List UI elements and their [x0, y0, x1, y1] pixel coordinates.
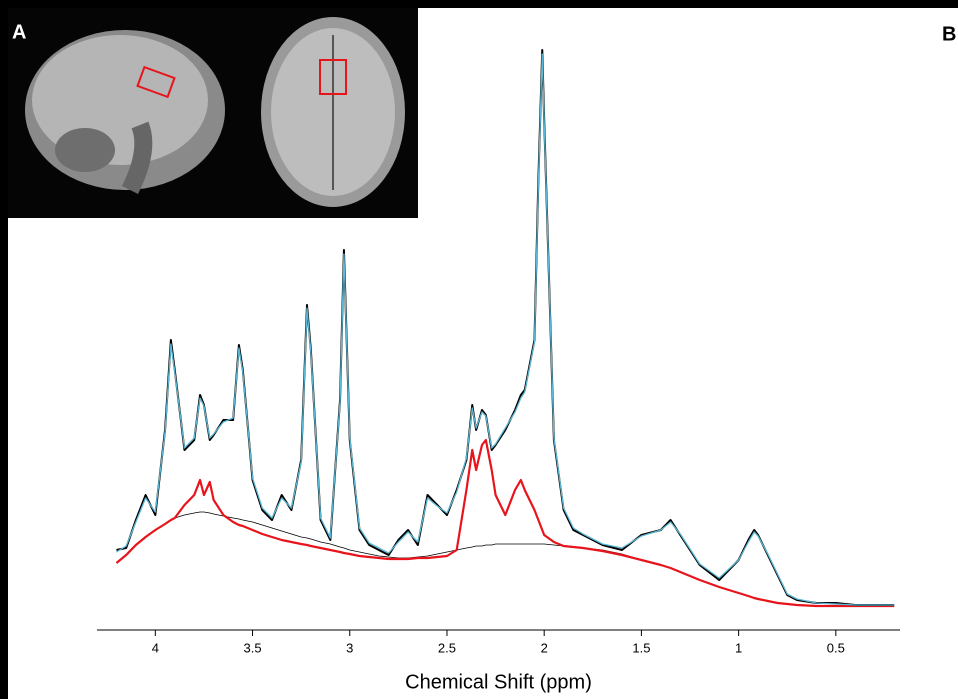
x-tick-label: 0.5 [827, 640, 845, 655]
x-axis-label: Chemical Shift (ppm) [405, 671, 592, 693]
cerebellum [55, 128, 115, 172]
x-tick-label: 2 [541, 640, 548, 655]
spectrum-line [115, 438, 895, 608]
voxel-box [136, 65, 176, 99]
x-tick-label: 1.5 [632, 640, 650, 655]
panel-label: A [12, 21, 26, 43]
x-tick-label: 3 [346, 640, 353, 655]
x-tick-label: 2.5 [438, 640, 456, 655]
mri-inset [8, 8, 418, 218]
spectrum-line [116, 53, 895, 606]
x-tick-label: 4 [152, 640, 159, 655]
x-tick-label: 3.5 [244, 640, 262, 655]
brainstem [121, 121, 153, 195]
panel-label: B [942, 23, 956, 45]
voxel-box [319, 59, 347, 95]
x-tick-label: 1 [735, 640, 742, 655]
